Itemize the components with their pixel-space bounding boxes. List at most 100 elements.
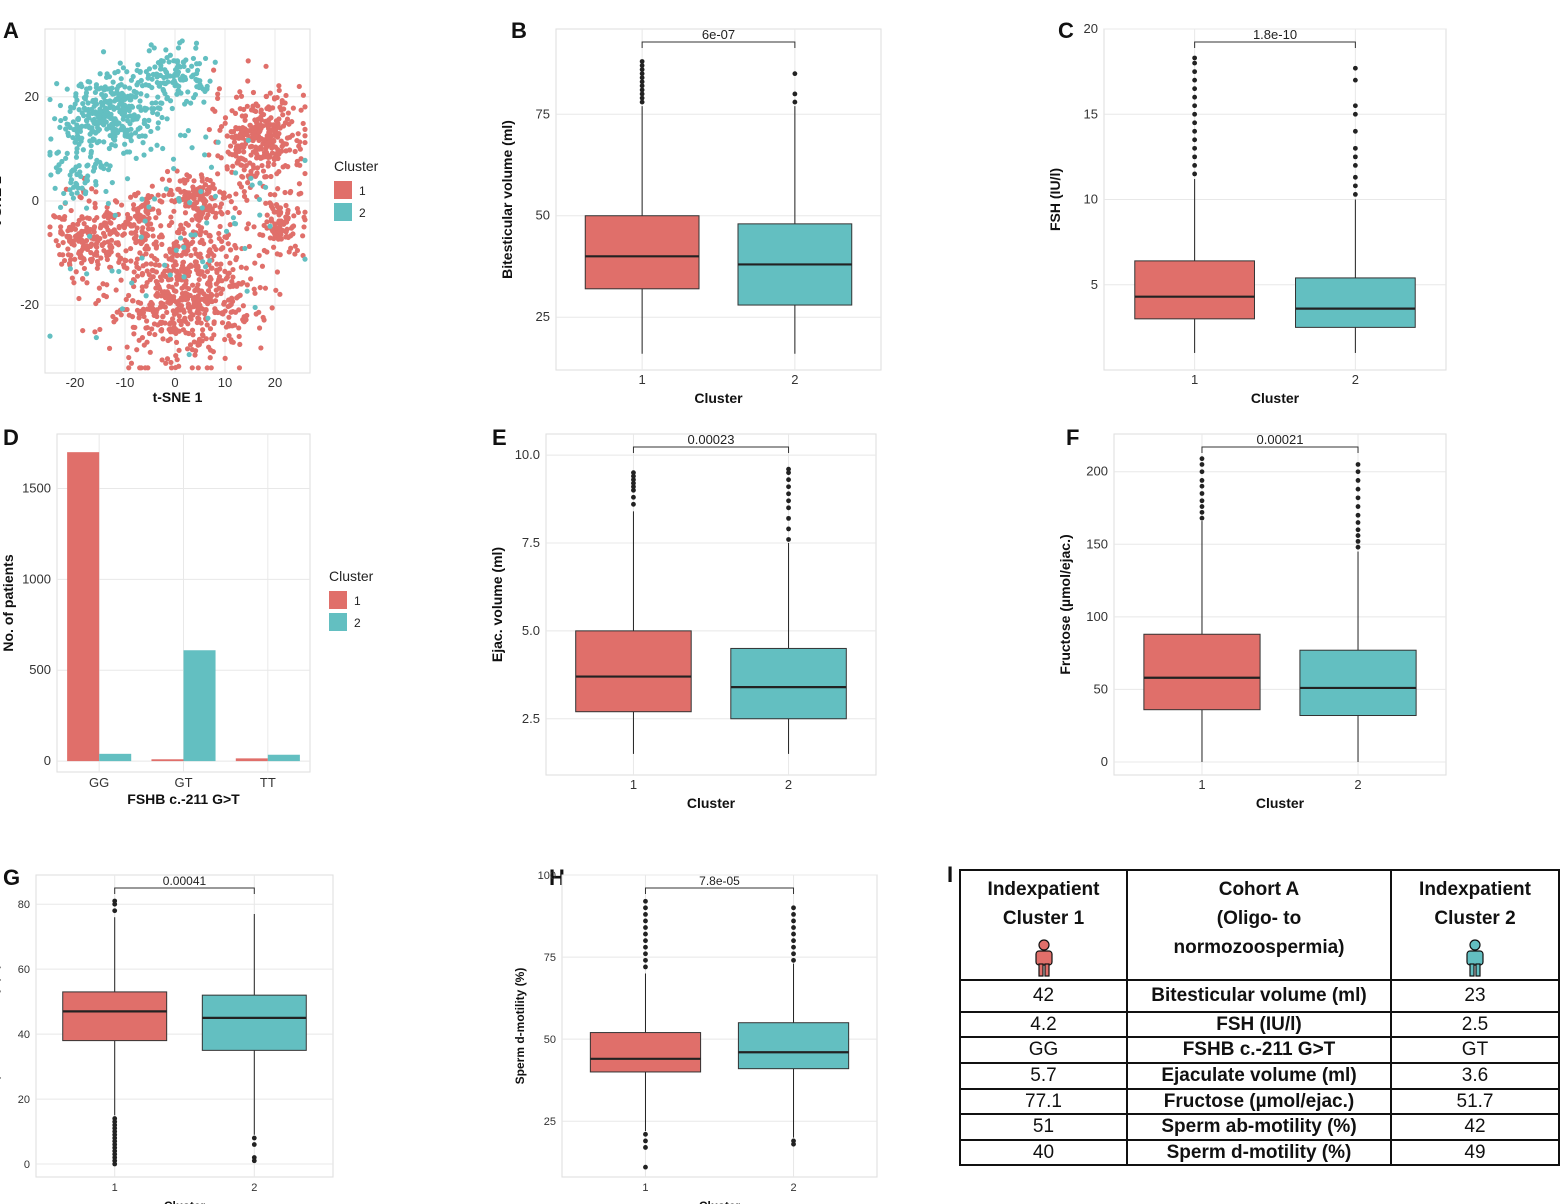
point-cluster-1 bbox=[222, 336, 228, 343]
outlier-point bbox=[631, 484, 636, 490]
point-cluster-1 bbox=[140, 309, 147, 316]
point-cluster-2 bbox=[154, 79, 160, 86]
outlier-point bbox=[786, 491, 791, 497]
outlier-point bbox=[639, 59, 645, 64]
significance-bracket bbox=[114, 887, 255, 894]
outlier-point bbox=[639, 87, 645, 93]
point-cluster-1 bbox=[302, 126, 308, 132]
point-cluster-1 bbox=[244, 312, 250, 319]
point-cluster-1 bbox=[275, 209, 281, 215]
cell-label: FSHB c.-211 G>T bbox=[1126, 1036, 1392, 1064]
point-cluster-2 bbox=[165, 79, 171, 85]
point-cluster-2 bbox=[181, 244, 187, 250]
point-cluster-1 bbox=[196, 276, 202, 283]
x-tick-label: 1 bbox=[639, 372, 646, 387]
point-cluster-2 bbox=[129, 280, 135, 286]
point-cluster-2 bbox=[189, 63, 195, 69]
point-cluster-1 bbox=[138, 365, 144, 371]
p-value-label: 1.8e-10 bbox=[1253, 27, 1297, 42]
outlier-point bbox=[791, 957, 796, 963]
point-cluster-1 bbox=[173, 353, 179, 359]
legend-title: Cluster bbox=[329, 568, 374, 584]
point-cluster-2 bbox=[87, 233, 93, 239]
outlier-point bbox=[786, 484, 791, 490]
x-axis-label: Cluster bbox=[699, 1199, 741, 1204]
point-cluster-1 bbox=[173, 262, 179, 268]
point-cluster-1 bbox=[106, 345, 113, 351]
point-cluster-1 bbox=[241, 149, 247, 155]
point-cluster-2 bbox=[173, 58, 179, 64]
point-cluster-1 bbox=[91, 224, 98, 230]
point-cluster-2 bbox=[170, 156, 177, 162]
point-cluster-2 bbox=[67, 108, 73, 114]
point-cluster-1 bbox=[222, 234, 228, 240]
point-cluster-1 bbox=[146, 330, 153, 337]
point-cluster-1 bbox=[274, 94, 280, 101]
point-cluster-2 bbox=[64, 121, 70, 127]
outlier-point bbox=[1192, 120, 1198, 126]
x-tick-label: -10 bbox=[116, 375, 135, 390]
point-cluster-2 bbox=[47, 96, 53, 103]
point-cluster-1 bbox=[131, 331, 137, 337]
point-cluster-2 bbox=[167, 52, 173, 58]
point-cluster-1 bbox=[282, 189, 288, 196]
point-cluster-1 bbox=[116, 259, 122, 265]
point-cluster-1 bbox=[135, 299, 141, 305]
point-cluster-2 bbox=[182, 132, 188, 139]
outlier-point bbox=[1199, 509, 1205, 515]
point-cluster-1 bbox=[186, 286, 192, 292]
point-cluster-2 bbox=[185, 67, 191, 74]
point-cluster-2 bbox=[140, 140, 146, 146]
y-axis-label: Sperm d-motility (%) bbox=[513, 968, 527, 1085]
point-cluster-1 bbox=[265, 123, 271, 129]
point-cluster-1 bbox=[92, 200, 98, 207]
point-cluster-1 bbox=[217, 223, 223, 230]
point-cluster-2 bbox=[84, 163, 90, 169]
point-cluster-1 bbox=[53, 238, 59, 244]
point-cluster-1 bbox=[280, 123, 287, 129]
cell-cluster2: 42 bbox=[1390, 1113, 1560, 1141]
point-cluster-1 bbox=[205, 287, 212, 294]
outlier-point bbox=[1355, 486, 1361, 492]
point-cluster-1 bbox=[252, 290, 258, 296]
point-cluster-2 bbox=[87, 138, 93, 144]
x-axis-label: Cluster bbox=[1256, 795, 1305, 811]
box-cluster-1 bbox=[575, 630, 692, 713]
point-cluster-1 bbox=[207, 355, 213, 361]
outlier-point bbox=[1192, 154, 1198, 160]
outlier-point bbox=[112, 1116, 118, 1121]
point-cluster-2 bbox=[133, 90, 140, 96]
point-cluster-1 bbox=[256, 325, 263, 331]
point-cluster-1 bbox=[169, 316, 176, 322]
point-cluster-1 bbox=[251, 286, 257, 292]
point-cluster-2 bbox=[120, 116, 126, 122]
point-cluster-1 bbox=[60, 239, 66, 246]
point-cluster-1 bbox=[205, 280, 211, 286]
point-cluster-2 bbox=[47, 333, 53, 339]
point-cluster-1 bbox=[47, 224, 53, 230]
point-cluster-1 bbox=[162, 268, 168, 274]
point-cluster-2 bbox=[119, 306, 125, 312]
point-cluster-1 bbox=[225, 209, 231, 216]
cell-cluster1: 42 bbox=[959, 979, 1128, 1013]
x-tick-label: 2 bbox=[251, 1182, 257, 1194]
point-cluster-2 bbox=[186, 351, 192, 358]
outlier-point bbox=[643, 1164, 648, 1170]
point-cluster-1 bbox=[258, 107, 264, 113]
point-cluster-2 bbox=[94, 140, 100, 146]
point-cluster-1 bbox=[71, 242, 77, 248]
point-cluster-2 bbox=[182, 101, 188, 107]
point-cluster-1 bbox=[125, 218, 131, 224]
point-cluster-1 bbox=[269, 150, 275, 156]
outlier-point bbox=[643, 1138, 648, 1144]
legend-label: 1 bbox=[359, 184, 366, 198]
cell-cluster2: 23 bbox=[1390, 979, 1560, 1013]
point-cluster-1 bbox=[230, 163, 236, 169]
outlier-point bbox=[786, 505, 791, 511]
point-cluster-2 bbox=[126, 108, 132, 114]
point-cluster-2 bbox=[163, 47, 169, 53]
point-cluster-2 bbox=[148, 128, 154, 135]
point-cluster-1 bbox=[71, 238, 77, 244]
point-cluster-1 bbox=[176, 347, 182, 353]
point-cluster-1 bbox=[101, 247, 107, 254]
